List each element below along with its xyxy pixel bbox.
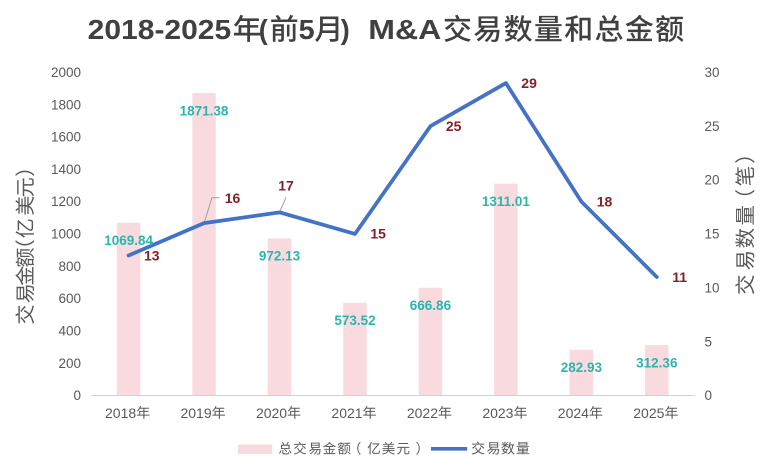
svg-text:2024: 2024: [558, 405, 589, 421]
svg-text:15: 15: [370, 226, 386, 242]
svg-text:1311.01: 1311.01: [482, 194, 531, 209]
svg-text:2000: 2000: [51, 65, 81, 80]
svg-text:2019: 2019: [180, 405, 211, 421]
svg-text:200: 200: [58, 356, 81, 371]
svg-text:1871.38: 1871.38: [180, 103, 229, 118]
svg-text:20: 20: [705, 173, 720, 188]
svg-text:10: 10: [705, 280, 720, 295]
svg-text:1000: 1000: [51, 227, 81, 242]
svg-text:2018-2025: 2018-2025: [88, 14, 232, 45]
svg-text:2022: 2022: [407, 405, 438, 421]
svg-text:25: 25: [446, 118, 462, 134]
svg-text:13: 13: [144, 247, 160, 263]
svg-text:1600: 1600: [51, 130, 81, 145]
svg-text:312.36: 312.36: [636, 355, 678, 370]
svg-text:2021: 2021: [331, 405, 362, 421]
svg-text:1400: 1400: [51, 162, 81, 177]
svg-text:30: 30: [705, 65, 720, 80]
svg-text:1069.84: 1069.84: [104, 233, 153, 248]
svg-text:0: 0: [73, 388, 81, 403]
svg-text:15: 15: [705, 227, 720, 242]
svg-text:5: 5: [705, 334, 713, 349]
svg-text:(: (: [259, 14, 269, 45]
svg-text:573.52: 573.52: [334, 313, 375, 328]
svg-text:): ): [341, 14, 350, 45]
svg-text:400: 400: [58, 324, 81, 339]
svg-text:282.93: 282.93: [561, 360, 603, 375]
svg-text:17: 17: [278, 177, 294, 193]
svg-text:600: 600: [58, 291, 81, 306]
svg-text:25: 25: [705, 119, 720, 134]
svg-text:29: 29: [521, 75, 537, 91]
svg-text:1800: 1800: [51, 97, 81, 112]
svg-text:M&A: M&A: [368, 14, 441, 45]
svg-text:16: 16: [225, 190, 241, 206]
svg-text:1200: 1200: [51, 194, 81, 209]
svg-text:18: 18: [597, 193, 613, 209]
svg-text:666.86: 666.86: [410, 298, 452, 313]
svg-text:2023: 2023: [482, 405, 513, 421]
svg-text:2025: 2025: [633, 405, 664, 421]
svg-text:800: 800: [58, 259, 81, 274]
svg-text:2018: 2018: [105, 405, 136, 421]
svg-text:0: 0: [705, 388, 713, 403]
svg-text:5: 5: [299, 14, 315, 45]
svg-text:2020: 2020: [256, 405, 287, 421]
svg-text:972.13: 972.13: [259, 249, 301, 264]
svg-text:11: 11: [672, 269, 687, 285]
